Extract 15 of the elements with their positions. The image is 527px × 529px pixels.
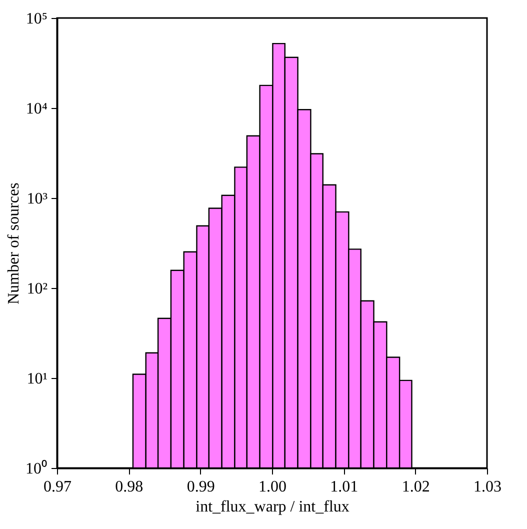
y-axis-title: Number of sources	[6, 182, 22, 304]
x-axis-title: int_flux_warp / int_flux	[196, 498, 350, 516]
x-tick-label: 0.97	[44, 478, 72, 496]
x-tick-label: 1.01	[330, 478, 358, 496]
y-tick-label: 10⁰	[26, 460, 48, 478]
y-tick-label: 10²	[26, 280, 48, 298]
y-tick-label: 10⁵	[26, 10, 48, 28]
x-tick-label: 1.03	[474, 478, 502, 496]
y-tick-label: 10⁴	[26, 100, 48, 118]
y-tick-label: 10¹	[26, 370, 48, 388]
x-tick-label: 1.00	[258, 478, 286, 496]
x-tick-label: 0.99	[186, 478, 215, 496]
x-tick-label: 0.98	[115, 478, 144, 496]
x-tick-label: 1.02	[402, 478, 430, 496]
y-tick-label: 10³	[26, 190, 48, 208]
